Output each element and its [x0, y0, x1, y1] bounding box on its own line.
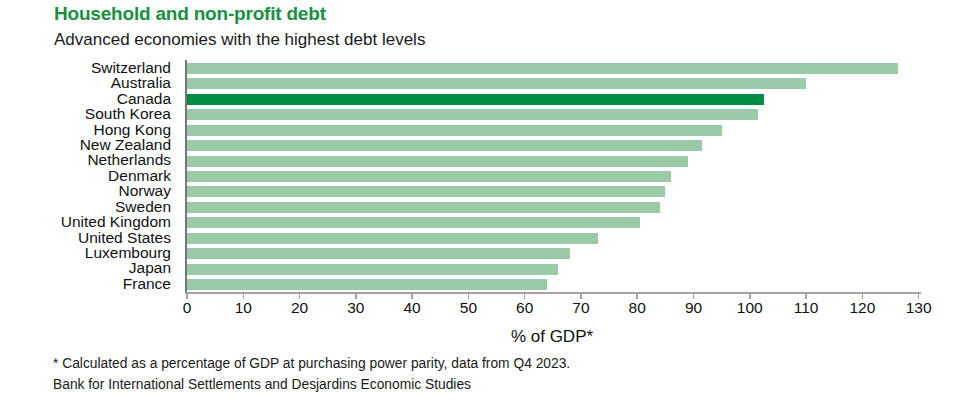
x-tick-label-90: 90	[672, 299, 716, 317]
x-tick-label-20: 20	[278, 299, 322, 317]
category-label-united-states: United States	[0, 230, 171, 245]
x-tick-label-100: 100	[728, 299, 772, 317]
x-tick-label-0: 0	[165, 299, 209, 317]
x-tick-label-40: 40	[390, 299, 434, 317]
category-label-united-kingdom: United Kingdom	[0, 214, 171, 229]
bar-netherlands	[187, 156, 688, 167]
bar-south-korea	[187, 109, 758, 120]
bar-france	[187, 279, 547, 290]
bar-united-kingdom	[187, 217, 640, 228]
bar-new-zealand	[187, 140, 702, 151]
y-axis-line	[185, 60, 187, 292]
x-axis-title: % of GDP*	[442, 327, 662, 347]
category-label-japan: Japan	[0, 260, 171, 275]
bar-switzerland	[187, 63, 898, 74]
bar-canada	[187, 94, 764, 105]
bar-denmark	[187, 171, 671, 182]
bar-japan	[187, 264, 558, 275]
bar-australia	[187, 78, 806, 89]
bar-luxembourg	[187, 248, 570, 259]
category-label-canada: Canada	[0, 91, 171, 106]
category-label-denmark: Denmark	[0, 168, 171, 183]
x-tick-label-110: 110	[784, 299, 828, 317]
x-tick-label-130: 130	[897, 299, 941, 317]
category-label-new-zealand: New Zealand	[0, 137, 171, 152]
x-tick-label-120: 120	[840, 299, 884, 317]
bar-norway	[187, 186, 665, 197]
x-axis-line	[185, 292, 921, 294]
page: { "title": "Household and non-profit deb…	[0, 0, 970, 418]
chart-title: Household and non-profit debt	[54, 3, 326, 25]
category-label-luxembourg: Luxembourg	[0, 245, 171, 260]
category-label-australia: Australia	[0, 75, 171, 90]
bar-sweden	[187, 202, 660, 213]
chart-subtitle: Advanced economies with the highest debt…	[54, 30, 425, 50]
category-label-south-korea: South Korea	[0, 106, 171, 121]
bar-united-states	[187, 233, 598, 244]
footnote: * Calculated as a percentage of GDP at p…	[53, 356, 570, 371]
category-label-hong-kong: Hong Kong	[0, 122, 171, 137]
category-label-france: France	[0, 276, 171, 291]
x-tick-label-50: 50	[446, 299, 490, 317]
category-label-netherlands: Netherlands	[0, 152, 171, 167]
x-tick-label-30: 30	[334, 299, 378, 317]
category-label-sweden: Sweden	[0, 199, 171, 214]
category-label-switzerland: Switzerland	[0, 60, 171, 75]
category-label-norway: Norway	[0, 183, 171, 198]
x-tick-label-10: 10	[221, 299, 265, 317]
bar-hong-kong	[187, 125, 722, 136]
x-tick-label-60: 60	[503, 299, 547, 317]
x-tick-label-80: 80	[615, 299, 659, 317]
x-tick-label-70: 70	[559, 299, 603, 317]
source-line: Bank for International Settlements and D…	[53, 377, 471, 392]
